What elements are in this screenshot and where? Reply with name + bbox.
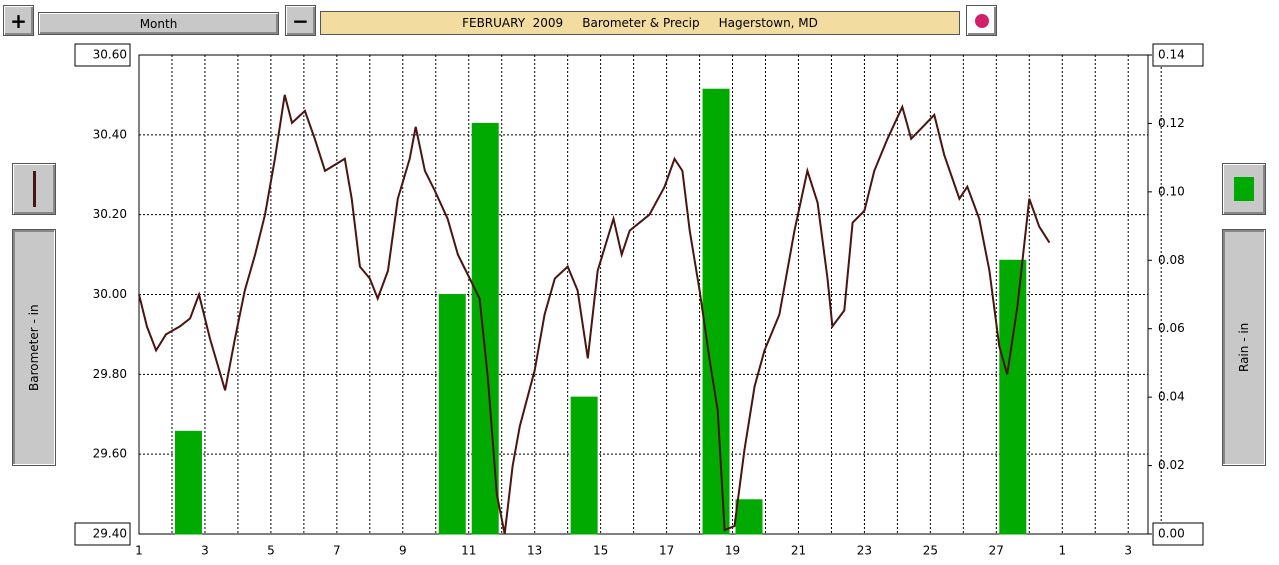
y2-tick-label: 0.04 (1158, 390, 1185, 404)
x-tick-label: 15 (593, 544, 608, 558)
zoom-out-button[interactable]: − (285, 5, 316, 36)
y2-tick-label: 0.08 (1158, 253, 1185, 267)
bar (438, 294, 466, 535)
y-tick-label: 30.40 (93, 127, 127, 141)
x-tick-label: 9 (399, 544, 407, 558)
x-tick-label: 19 (725, 544, 740, 558)
x-tick-label: 25 (923, 544, 938, 558)
y2-tick-label: 0.10 (1158, 184, 1185, 198)
tick-box (74, 43, 131, 67)
tick-box (1152, 522, 1204, 546)
y-tick-label: 30.60 (93, 48, 127, 62)
chart-title: FEBRUARY 2009 Barometer & Precip Hagerst… (320, 11, 960, 35)
line-legend-button[interactable] (12, 163, 56, 215)
x-tick-label: 17 (659, 544, 674, 558)
y2-tick-label: 0.02 (1158, 458, 1185, 472)
y-tick-label: 29.80 (93, 367, 127, 381)
x-tick-label: 5 (267, 544, 275, 558)
y2-tick-label: 0.06 (1158, 321, 1185, 335)
y-tick-label: 30.00 (93, 287, 127, 301)
bar (570, 396, 598, 535)
bar-legend-button[interactable] (1222, 163, 1266, 215)
x-tick-label: 3 (1124, 544, 1132, 558)
x-tick-label: 1 (1058, 544, 1066, 558)
period-button[interactable]: Month (38, 12, 279, 35)
x-tick-label: 21 (791, 544, 806, 558)
y-tick-label: 29.40 (93, 527, 127, 541)
x-tick-label: 23 (857, 544, 872, 558)
line (138, 94, 1051, 535)
bar (174, 430, 202, 535)
tick-box (74, 522, 131, 546)
x-tick-label: 3 (201, 544, 209, 558)
bar (999, 259, 1027, 535)
y-tick-label: 30.20 (93, 207, 127, 221)
x-tick-label: 13 (527, 544, 542, 558)
bar (702, 88, 730, 535)
y2-tick-label: 0.00 (1158, 527, 1185, 541)
y-tick-label: 29.60 (93, 447, 127, 461)
y2-tick-label: 0.12 (1158, 116, 1185, 130)
tick-box (1152, 43, 1204, 67)
x-tick-label: 1 (135, 544, 143, 558)
settings-icon[interactable] (966, 5, 997, 36)
y2-tick-label: 0.14 (1158, 48, 1185, 62)
bar (735, 499, 763, 535)
x-tick-label: 27 (989, 544, 1004, 558)
zoom-in-button[interactable]: + (3, 5, 34, 36)
x-tick-label: 7 (333, 544, 341, 558)
x-tick-label: 11 (461, 544, 476, 558)
